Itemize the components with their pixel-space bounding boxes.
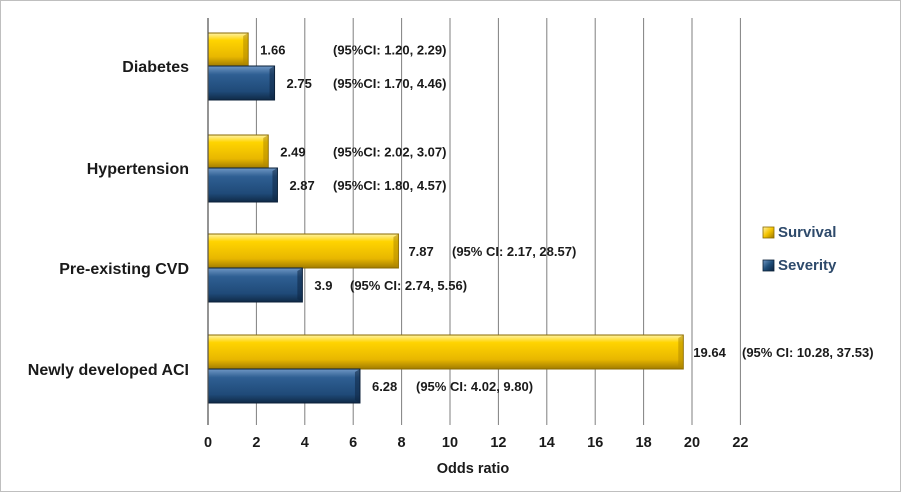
bar-survival-hypertension bbox=[207, 134, 269, 169]
value-label-severity-hypertension: 2.87 bbox=[289, 178, 314, 193]
value-label-survival-diabetes: 1.66 bbox=[260, 43, 285, 58]
value-label-severity-pre-existing-cvd: 3.9 bbox=[314, 278, 332, 293]
ci-label-survival-newly-developed-aci: (95% CI: 10.28, 37.53) bbox=[742, 345, 874, 360]
legend-swatch-survival bbox=[762, 226, 775, 239]
bar-cap-survival-pre-existing-cvd bbox=[393, 234, 399, 268]
bar-body-severity-diabetes bbox=[207, 65, 276, 101]
ci-label-survival-pre-existing-cvd: (95% CI: 2.17, 28.57) bbox=[452, 244, 576, 259]
bar-severity-diabetes bbox=[207, 65, 276, 101]
category-label-diabetes: Diabetes bbox=[122, 59, 189, 76]
x-axis-title: Odds ratio bbox=[437, 461, 510, 477]
bar-body-survival-hypertension bbox=[207, 134, 269, 169]
legend-label-survival: Survival bbox=[778, 224, 836, 241]
x-tick-label-12: 12 bbox=[490, 435, 506, 451]
x-tick-label-10: 10 bbox=[442, 435, 458, 451]
axes: 0 2 4 6 8 10 12 14 16 18 20 22 Odds ratio Diabetes Hyp… bbox=[28, 18, 748, 477]
ci-label-survival-hypertension: (95%CI: 2.02, 3.07) bbox=[333, 145, 446, 160]
legend-item-severity: Severity bbox=[762, 257, 837, 274]
bar-body-survival-newly-developed-aci bbox=[207, 334, 684, 370]
value-label-survival-pre-existing-cvd: 7.87 bbox=[408, 244, 433, 259]
bar-cap-severity-pre-existing-cvd bbox=[297, 268, 303, 302]
ci-label-severity-pre-existing-cvd: (95% CI: 2.74, 5.56) bbox=[350, 278, 467, 293]
x-tick-label-0: 0 bbox=[204, 435, 212, 451]
bar-severity-hypertension bbox=[207, 167, 278, 203]
x-tick-label-6: 6 bbox=[349, 435, 357, 451]
x-tick-label-16: 16 bbox=[587, 435, 603, 451]
value-label-survival-newly-developed-aci: 19.64 bbox=[693, 345, 726, 360]
bar-cap-severity-newly-developed-aci bbox=[354, 369, 360, 403]
bar-survival-newly-developed-aci bbox=[207, 334, 684, 370]
bar-body-severity-pre-existing-cvd bbox=[207, 267, 303, 303]
ci-label-severity-diabetes: (95%CI: 1.70, 4.46) bbox=[333, 76, 446, 91]
x-tick-label-14: 14 bbox=[539, 435, 555, 451]
bar-body-survival-pre-existing-cvd bbox=[207, 233, 399, 269]
x-tick-label-22: 22 bbox=[732, 435, 748, 451]
bar-severity-newly-developed-aci bbox=[207, 368, 361, 404]
bar-body-severity-hypertension bbox=[207, 167, 278, 203]
bar-cap-survival-diabetes bbox=[243, 33, 249, 66]
ci-label-survival-diabetes: (95%CI: 1.20, 2.29) bbox=[333, 43, 446, 58]
category-label-hypertension: Hypertension bbox=[87, 161, 189, 178]
legend-label-severity: Severity bbox=[778, 257, 837, 274]
legend: Survival Severity bbox=[762, 224, 837, 274]
category-label-newly-developed-aci: Newly developed ACI bbox=[28, 362, 189, 379]
x-tick-label-2: 2 bbox=[252, 435, 260, 451]
x-tick-label-4: 4 bbox=[301, 435, 309, 451]
bar-cap-survival-hypertension bbox=[263, 135, 269, 168]
value-label-survival-hypertension: 2.49 bbox=[280, 145, 305, 160]
bar-cap-severity-diabetes bbox=[269, 66, 275, 100]
bar-survival-pre-existing-cvd bbox=[207, 233, 399, 269]
x-tick-label-20: 20 bbox=[684, 435, 700, 451]
bar-survival-diabetes bbox=[207, 32, 249, 67]
x-tick-label-18: 18 bbox=[636, 435, 652, 451]
category-label-pre-existing-cvd: Pre-existing CVD bbox=[59, 261, 189, 278]
data-labels: 1.66 (95%CI: 1.20, 2.29) 2.75 (95%CI: 1.70,… bbox=[260, 43, 873, 395]
bar-cap-survival-newly-developed-aci bbox=[678, 335, 684, 369]
bar-body-survival-diabetes bbox=[207, 32, 249, 67]
bar-severity-pre-existing-cvd bbox=[207, 267, 303, 303]
ci-label-severity-newly-developed-aci: (95% CI: 4.02, 9.80) bbox=[416, 379, 533, 394]
value-label-severity-newly-developed-aci: 6.28 bbox=[372, 379, 397, 394]
ci-label-severity-hypertension: (95%CI: 1.80, 4.57) bbox=[333, 178, 446, 193]
value-label-severity-diabetes: 2.75 bbox=[287, 76, 312, 91]
bar-cap-severity-hypertension bbox=[272, 168, 278, 202]
x-tick-label-8: 8 bbox=[398, 435, 406, 451]
bars bbox=[207, 32, 684, 404]
legend-swatch-severity bbox=[762, 259, 775, 272]
bar-body-severity-newly-developed-aci bbox=[207, 368, 361, 404]
legend-item-survival: Survival bbox=[762, 224, 836, 241]
